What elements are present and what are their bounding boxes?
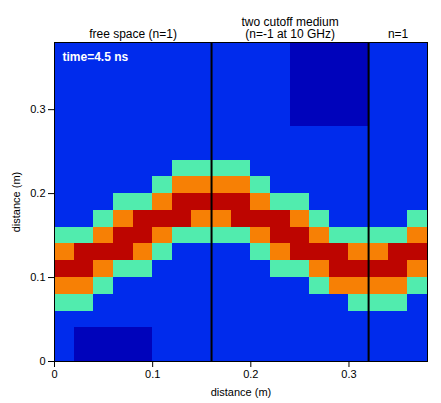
svg-text:0.2: 0.2 [243,368,258,380]
svg-text:distance (m): distance (m) [10,172,22,233]
svg-text:distance (m): distance (m) [211,386,272,398]
svg-text:0: 0 [51,368,57,380]
svg-text:0: 0 [39,355,45,367]
svg-text:two cutoff medium(n=-1 at 10 G: two cutoff medium(n=-1 at 10 GHz) [242,15,339,41]
svg-text:time=4.5 ns: time=4.5 ns [63,50,129,64]
svg-text:n=1: n=1 [388,27,409,41]
svg-text:0.2: 0.2 [30,187,45,199]
svg-text:0.1: 0.1 [145,368,160,380]
svg-text:free space (n=1): free space (n=1) [89,27,177,41]
svg-text:0.3: 0.3 [30,103,45,115]
svg-text:0.3: 0.3 [341,368,356,380]
svg-text:0.1: 0.1 [30,271,45,283]
